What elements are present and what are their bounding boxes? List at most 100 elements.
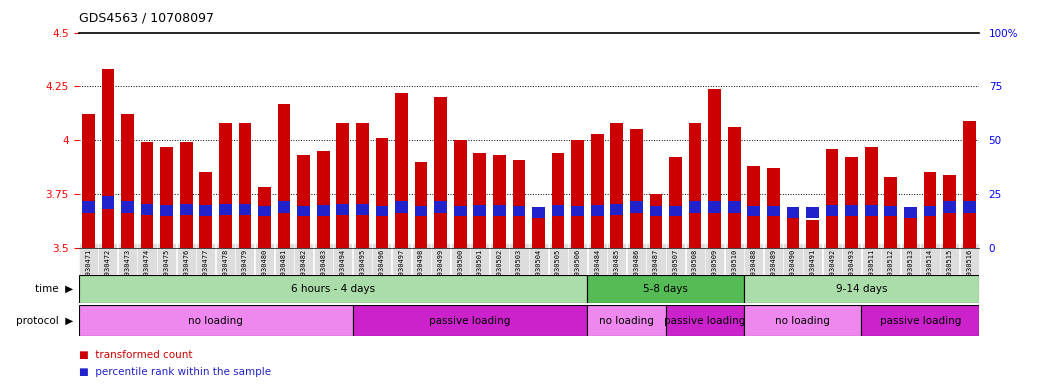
Bar (744, 305, 862, 336)
Bar (709, 89, 721, 248)
Bar (630, 202, 643, 213)
Bar (336, 204, 349, 215)
Bar (199, 172, 213, 248)
Bar (963, 121, 976, 248)
Bar (239, 123, 251, 248)
Bar (806, 207, 819, 218)
Bar (336, 123, 349, 248)
Bar (963, 202, 976, 213)
Text: passive loading: passive loading (429, 316, 511, 326)
Bar (552, 205, 564, 216)
Bar (140, 142, 154, 248)
Bar (297, 206, 310, 217)
Bar (552, 153, 564, 248)
Bar (885, 206, 897, 217)
Bar (140, 204, 154, 215)
Bar (669, 206, 682, 217)
Bar (865, 147, 877, 248)
Bar (572, 206, 584, 217)
Bar (669, 157, 682, 248)
Bar (82, 202, 94, 213)
Bar (806, 220, 819, 248)
Bar (689, 202, 701, 213)
Bar (353, 305, 587, 336)
Bar (102, 196, 114, 209)
Bar (630, 129, 643, 248)
Bar (591, 205, 604, 216)
Bar (610, 204, 623, 215)
Bar (728, 202, 740, 213)
Bar (356, 204, 369, 215)
Text: ■  percentile rank within the sample: ■ percentile rank within the sample (79, 367, 271, 377)
Bar (453, 206, 467, 217)
Bar (277, 104, 290, 248)
Bar (649, 206, 663, 217)
Bar (845, 205, 859, 216)
Bar (493, 155, 506, 248)
Bar (79, 275, 587, 303)
Bar (649, 194, 663, 248)
Text: time  ▶: time ▶ (36, 284, 73, 294)
Bar (259, 187, 271, 248)
Bar (435, 202, 447, 213)
Bar (826, 205, 839, 216)
Bar (748, 206, 760, 217)
Bar (744, 275, 979, 303)
Bar (317, 151, 330, 248)
Bar (259, 206, 271, 217)
Bar (587, 305, 666, 336)
Bar (219, 204, 231, 215)
Bar (160, 147, 173, 248)
Bar (767, 168, 780, 248)
Bar (728, 127, 740, 248)
Text: 9-14 days: 9-14 days (836, 284, 887, 294)
Bar (591, 134, 604, 248)
Bar (376, 138, 388, 248)
Bar (865, 205, 877, 216)
Bar (786, 207, 799, 218)
Bar (923, 206, 936, 217)
Bar (943, 202, 956, 213)
Bar (317, 205, 330, 216)
Bar (356, 123, 369, 248)
Bar (415, 206, 427, 217)
Bar (885, 177, 897, 248)
Bar (102, 69, 114, 248)
Text: GDS4563 / 10708097: GDS4563 / 10708097 (79, 12, 214, 25)
Text: no loading: no loading (188, 316, 243, 326)
Bar (473, 205, 486, 216)
Bar (180, 204, 193, 215)
Bar (219, 123, 231, 248)
Bar (395, 202, 408, 213)
Bar (532, 207, 544, 218)
Text: 5-8 days: 5-8 days (643, 284, 688, 294)
Bar (767, 206, 780, 217)
Bar (904, 218, 917, 248)
Bar (826, 149, 839, 248)
Bar (180, 142, 193, 248)
Bar (79, 305, 353, 336)
Bar (748, 166, 760, 248)
Bar (239, 204, 251, 215)
Bar (709, 202, 721, 213)
Bar (845, 157, 859, 248)
Bar (666, 305, 744, 336)
Text: passive loading: passive loading (879, 316, 961, 326)
Bar (572, 140, 584, 248)
Bar (473, 153, 486, 248)
Bar (453, 140, 467, 248)
Bar (587, 275, 744, 303)
Bar (395, 93, 408, 248)
Bar (904, 207, 917, 218)
Bar (297, 155, 310, 248)
Bar (82, 114, 94, 248)
Bar (376, 206, 388, 217)
Bar (199, 205, 213, 216)
Text: protocol  ▶: protocol ▶ (16, 316, 73, 326)
Text: passive loading: passive loading (664, 316, 745, 326)
Text: ■  transformed count: ■ transformed count (79, 350, 192, 360)
Bar (121, 202, 134, 213)
Bar (862, 305, 979, 336)
Bar (435, 97, 447, 248)
Text: 6 hours - 4 days: 6 hours - 4 days (291, 284, 375, 294)
